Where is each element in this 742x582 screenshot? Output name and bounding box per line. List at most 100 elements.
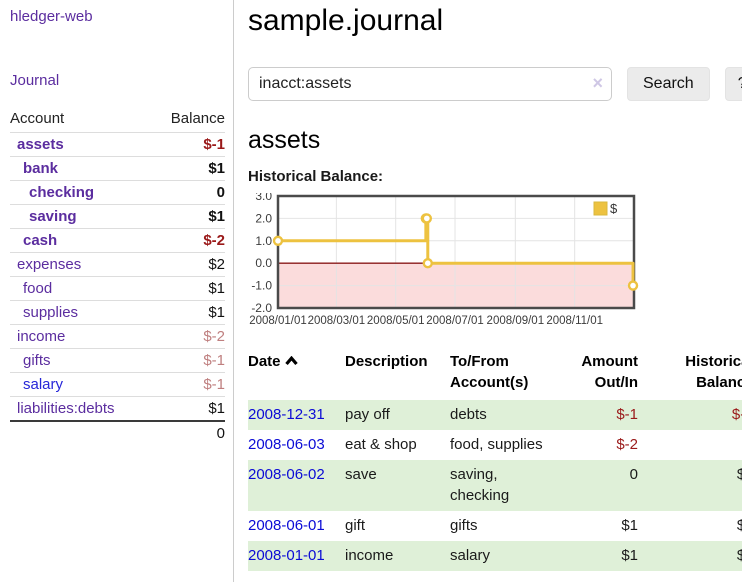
account-balance: $-1 [151, 372, 225, 397]
account-balance: $-2 [151, 324, 225, 349]
account-row: bank $1 [10, 156, 225, 181]
transaction-row: 2008-06-02 save saving, checking 0 $2 [248, 459, 742, 511]
account-link[interactable]: expenses [17, 256, 82, 273]
account-link[interactable]: checking [29, 184, 95, 201]
register-header-row: Date Description To/From Account(s) Amou… [248, 349, 742, 401]
search-box: × [248, 66, 612, 101]
account-balance: $1 [151, 276, 225, 301]
transaction-date-link[interactable]: 2008-06-03 [248, 435, 325, 453]
transaction-date-link[interactable]: 2008-12-31 [248, 406, 325, 423]
account-row: saving $1 [10, 204, 225, 229]
nav-journal: Journal [10, 72, 225, 90]
account-balance: $1 [151, 156, 225, 181]
account-link[interactable]: gifts [23, 352, 51, 369]
account-link[interactable]: income [17, 328, 66, 345]
account-row: cash $-2 [10, 228, 225, 253]
transaction-accounts: salary [450, 546, 491, 564]
chart-container: 2008/01/01 2008/03/01 2008/05/01 2008/07/01… [248, 189, 742, 335]
main-content: sample.journal × Search ? assets Histori… [234, 0, 742, 582]
account-row: income $-2 [10, 324, 225, 349]
date-header-label: Date [248, 352, 281, 370]
transaction-accounts: food, supplies [450, 435, 543, 453]
transaction-balance: $1 [736, 546, 742, 564]
transaction-row: 2008-12-31 pay off debts $-1 $-1 [248, 400, 742, 430]
svg-text:2008/03/01: 2008/03/01 [308, 315, 366, 327]
account-balance: $-1 [151, 132, 225, 157]
transaction-row: 2008-01-01 income salary $1 $1 [248, 540, 742, 571]
account-balance: 0 [151, 180, 225, 205]
account-row: salary $-1 [10, 372, 225, 397]
transaction-row: 2008-06-03 eat & shop food, supplies $-2… [248, 430, 742, 460]
account-row: gifts $-1 [10, 348, 225, 373]
account-balance: $2 [151, 252, 225, 277]
transaction-date-link[interactable]: 2008-01-01 [248, 546, 325, 564]
balance-column-header: Historical Balance [685, 352, 742, 392]
page-title: sample.journal [248, 4, 444, 37]
account-link[interactable]: assets [17, 136, 64, 153]
date-column-header[interactable]: Date [248, 349, 345, 401]
svg-text:0.0: 0.0 [255, 256, 272, 270]
account-link[interactable]: saving [29, 208, 77, 225]
transaction-balance: $2 [736, 517, 742, 534]
account-row: liabilities:debts $1 [10, 396, 225, 421]
account-column-header: To/From Account(s) [450, 352, 529, 392]
transaction-description: save [345, 465, 377, 483]
account-link[interactable]: bank [23, 160, 59, 177]
transaction-balance: $-1 [731, 406, 742, 423]
svg-text:-2.0: -2.0 [251, 301, 272, 315]
search-form: × Search ? [248, 66, 742, 101]
account-link[interactable]: supplies [23, 304, 79, 321]
transaction-amount: $-2 [616, 435, 638, 453]
svg-text:-1.0: -1.0 [251, 278, 272, 292]
transaction-description: gift [345, 517, 366, 534]
transaction-date-link[interactable]: 2008-06-01 [248, 517, 325, 534]
svg-text:2008/11/01: 2008/11/01 [546, 315, 603, 327]
transaction-balance: 0 [638, 430, 742, 460]
account-row: food $1 [10, 276, 225, 301]
transaction-balance: $2 [736, 465, 742, 483]
transaction-description: income [345, 546, 394, 564]
brand-link[interactable]: hledger-web [10, 8, 93, 25]
transaction-date-link[interactable]: 2008-06-02 [248, 465, 325, 483]
account-balance: $1 [151, 204, 225, 229]
transaction-description: pay off [345, 406, 390, 423]
register-table: Date Description To/From Account(s) Amou… [248, 349, 742, 571]
account-heading: assets [248, 125, 321, 154]
svg-text:3.0: 3.0 [255, 193, 272, 203]
journal-link[interactable]: Journal [10, 72, 60, 89]
transaction-amount: $-1 [616, 406, 638, 423]
account-balance: $1 [151, 300, 225, 325]
svg-text:2008/07/01: 2008/07/01 [426, 315, 484, 327]
account-balance: $-2 [151, 228, 225, 253]
account-row: expenses $2 [10, 252, 225, 277]
search-button[interactable]: Search [627, 66, 710, 101]
account-row: checking 0 [10, 180, 225, 205]
svg-text:2008/09/01: 2008/09/01 [487, 315, 545, 327]
accounts-total: 0 [151, 420, 225, 445]
svg-text:2008/01/01: 2008/01/01 [249, 315, 307, 327]
account-link[interactable]: liabilities:debts [17, 400, 115, 417]
account-link[interactable]: food [23, 280, 53, 297]
chart-title: Historical Balance: [248, 167, 384, 185]
transaction-description: eat & shop [345, 435, 417, 453]
svg-text:$: $ [610, 201, 618, 216]
svg-text:1.0: 1.0 [255, 233, 272, 247]
account-link[interactable]: cash [23, 232, 58, 249]
sort-ascending-icon [284, 351, 298, 373]
account-row: supplies $1 [10, 300, 225, 325]
amount-column-header: Amount Out/In [581, 352, 638, 392]
app-brand: hledger-web [10, 8, 225, 26]
accounts-total-row: 0 [10, 420, 225, 445]
sidebar: hledger-web Journal Account Balance asse… [0, 0, 234, 582]
search-input[interactable] [248, 66, 612, 101]
account-link[interactable]: salary [23, 376, 64, 393]
transaction-row: 2008-06-01 gift gifts $1 $2 [248, 511, 742, 541]
svg-text:2.0: 2.0 [255, 211, 272, 225]
search-clear-icon[interactable]: × [592, 72, 603, 93]
search-help-button[interactable]: ? [724, 66, 742, 101]
accounts-header-row: Account Balance [10, 107, 225, 133]
transaction-accounts: debts [450, 406, 487, 423]
transaction-accounts: gifts [450, 517, 478, 534]
historical-balance-chart: 2008/01/01 2008/03/01 2008/05/01 2008/07/01… [249, 189, 639, 327]
